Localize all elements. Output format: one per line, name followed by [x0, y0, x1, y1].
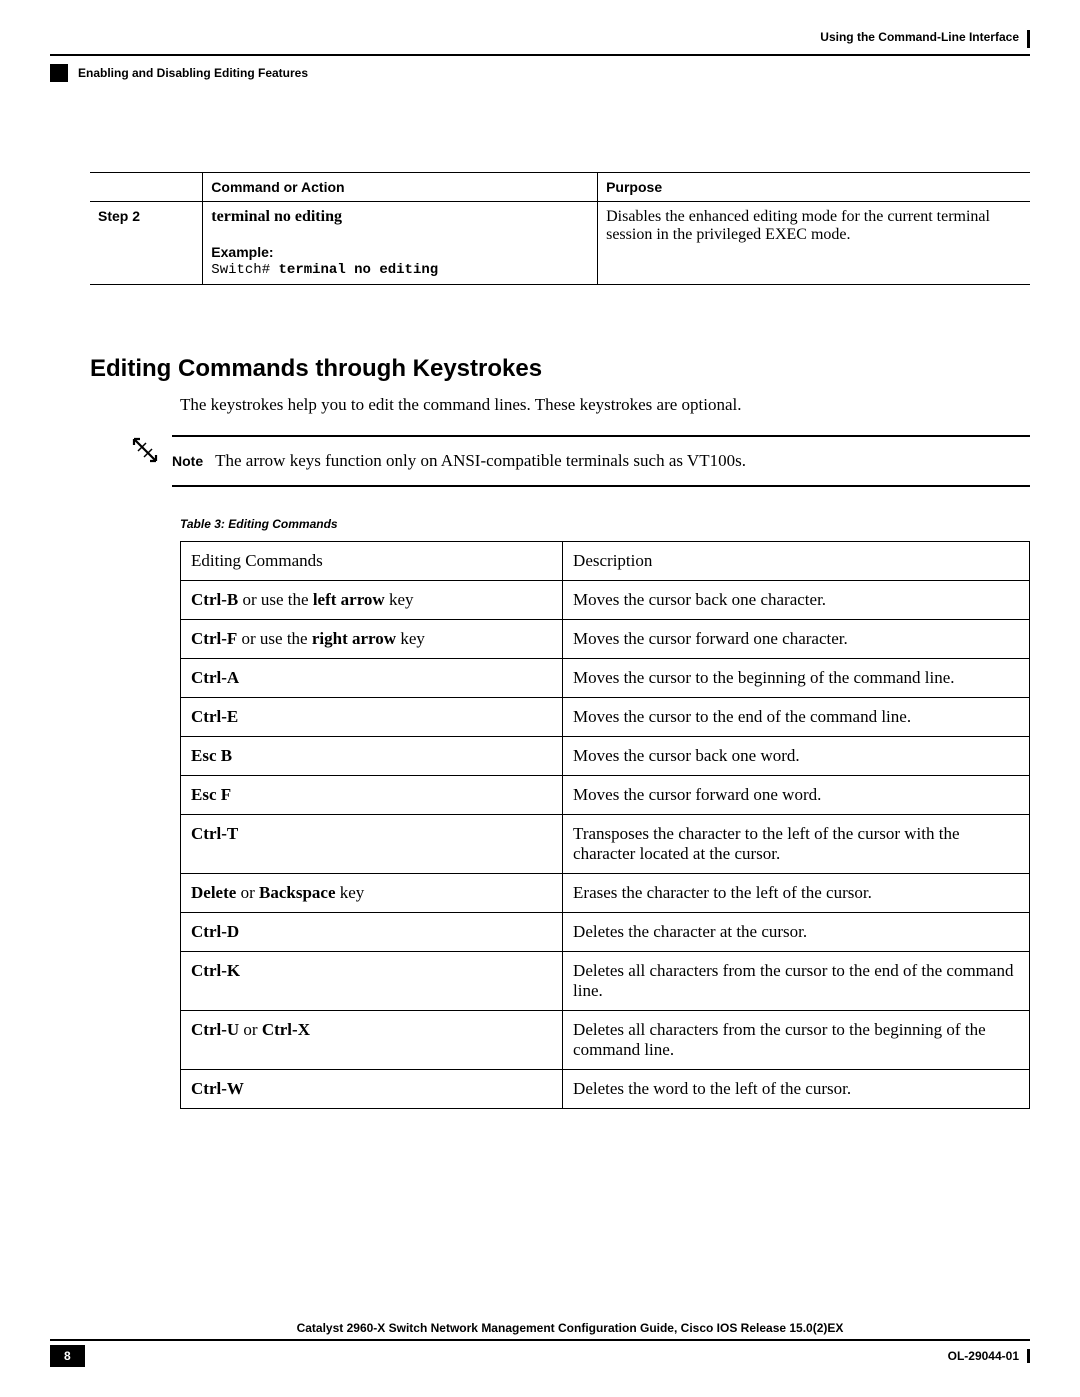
example-code: Switch# terminal no editing [211, 262, 438, 278]
th-editing-commands: Editing Commands [181, 542, 563, 581]
editing-command: Esc B [181, 737, 563, 776]
header-left-text: Enabling and Disabling Editing Features [78, 66, 308, 80]
command-description: Moves the cursor to the beginning of the… [563, 659, 1030, 698]
editing-command: Ctrl-U or Ctrl-X [181, 1011, 563, 1070]
subheader: Enabling and Disabling Editing Features [50, 64, 1030, 82]
doc-id: OL-29044-01 [948, 1349, 1030, 1363]
command-description: Moves the cursor forward one word. [563, 776, 1030, 815]
section-heading: Editing Commands through Keystrokes [90, 355, 1030, 383]
editing-command: Ctrl-F or use the right arrow key [181, 620, 563, 659]
editing-command: Ctrl-K [181, 952, 563, 1011]
command-description: Deletes all characters from the cursor t… [563, 1011, 1030, 1070]
th-description: Description [563, 542, 1030, 581]
editing-commands-table: Editing Commands Description Ctrl-B or u… [180, 541, 1030, 1109]
table-row: Esc BMoves the cursor back one word. [181, 737, 1030, 776]
note-block: Note The arrow keys function only on ANS… [130, 435, 1030, 487]
header-right-text: Using the Command-Line Interface [820, 30, 1019, 44]
table-row: Ctrl-F or use the right arrow keyMoves t… [181, 620, 1030, 659]
command-description: Moves the cursor forward one character. [563, 620, 1030, 659]
table-row: Step 2 terminal no editing Example: Swit… [90, 202, 1030, 285]
table-row: Ctrl-TTransposes the character to the le… [181, 815, 1030, 874]
note-text: The arrow keys function only on ANSI-com… [215, 451, 746, 471]
editing-command: Esc F [181, 776, 563, 815]
command-description: Deletes the word to the left of the curs… [563, 1070, 1030, 1109]
section-intro: The keystrokes help you to edit the comm… [180, 395, 1030, 415]
th-command: Command or Action [203, 173, 598, 202]
editing-command: Ctrl-A [181, 659, 563, 698]
editing-command: Ctrl-B or use the left arrow key [181, 581, 563, 620]
table-row: Ctrl-U or Ctrl-XDeletes all characters f… [181, 1011, 1030, 1070]
command-table: Command or Action Purpose Step 2 termina… [90, 172, 1030, 285]
header-right: Using the Command-Line Interface [50, 30, 1030, 48]
table-row: Ctrl-AMoves the cursor to the beginning … [181, 659, 1030, 698]
table-row: Delete or Backspace keyErases the charac… [181, 874, 1030, 913]
table-row: Editing Commands Description [181, 542, 1030, 581]
command-description: Moves the cursor back one word. [563, 737, 1030, 776]
footer: Catalyst 2960-X Switch Network Managemen… [50, 1321, 1030, 1367]
page-number: 8 [50, 1345, 85, 1367]
purpose-text: Disables the enhanced editing mode for t… [598, 202, 1030, 285]
command-description: Moves the cursor back one character. [563, 581, 1030, 620]
editing-command: Ctrl-D [181, 913, 563, 952]
note-icon [130, 435, 160, 470]
command-description: Deletes the character at the cursor. [563, 913, 1030, 952]
editing-command: Ctrl-T [181, 815, 563, 874]
example-label: Example: [211, 244, 589, 260]
table-row: Ctrl-KDeletes all characters from the cu… [181, 952, 1030, 1011]
command-text: terminal no editing [211, 208, 342, 225]
header-rule [50, 54, 1030, 56]
editing-command: Delete or Backspace key [181, 874, 563, 913]
table-caption: Table 3: Editing Commands [180, 517, 1030, 531]
table-row: Ctrl-WDeletes the word to the left of th… [181, 1070, 1030, 1109]
footer-title: Catalyst 2960-X Switch Network Managemen… [50, 1321, 1030, 1335]
command-description: Deletes all characters from the cursor t… [563, 952, 1030, 1011]
th-step [90, 173, 203, 202]
note-label: Note [172, 451, 203, 471]
command-description: Erases the character to the left of the … [563, 874, 1030, 913]
section-marker-icon [50, 64, 68, 82]
editing-command: Ctrl-W [181, 1070, 563, 1109]
table-row: Ctrl-B or use the left arrow keyMoves th… [181, 581, 1030, 620]
editing-command: Ctrl-E [181, 698, 563, 737]
command-description: Moves the cursor to the end of the comma… [563, 698, 1030, 737]
command-description: Transposes the character to the left of … [563, 815, 1030, 874]
table-row: Ctrl-DDeletes the character at the curso… [181, 913, 1030, 952]
table-row: Ctrl-EMoves the cursor to the end of the… [181, 698, 1030, 737]
table-row: Esc FMoves the cursor forward one word. [181, 776, 1030, 815]
th-purpose: Purpose [598, 173, 1030, 202]
footer-rule [50, 1339, 1030, 1341]
step-label: Step 2 [98, 208, 140, 224]
